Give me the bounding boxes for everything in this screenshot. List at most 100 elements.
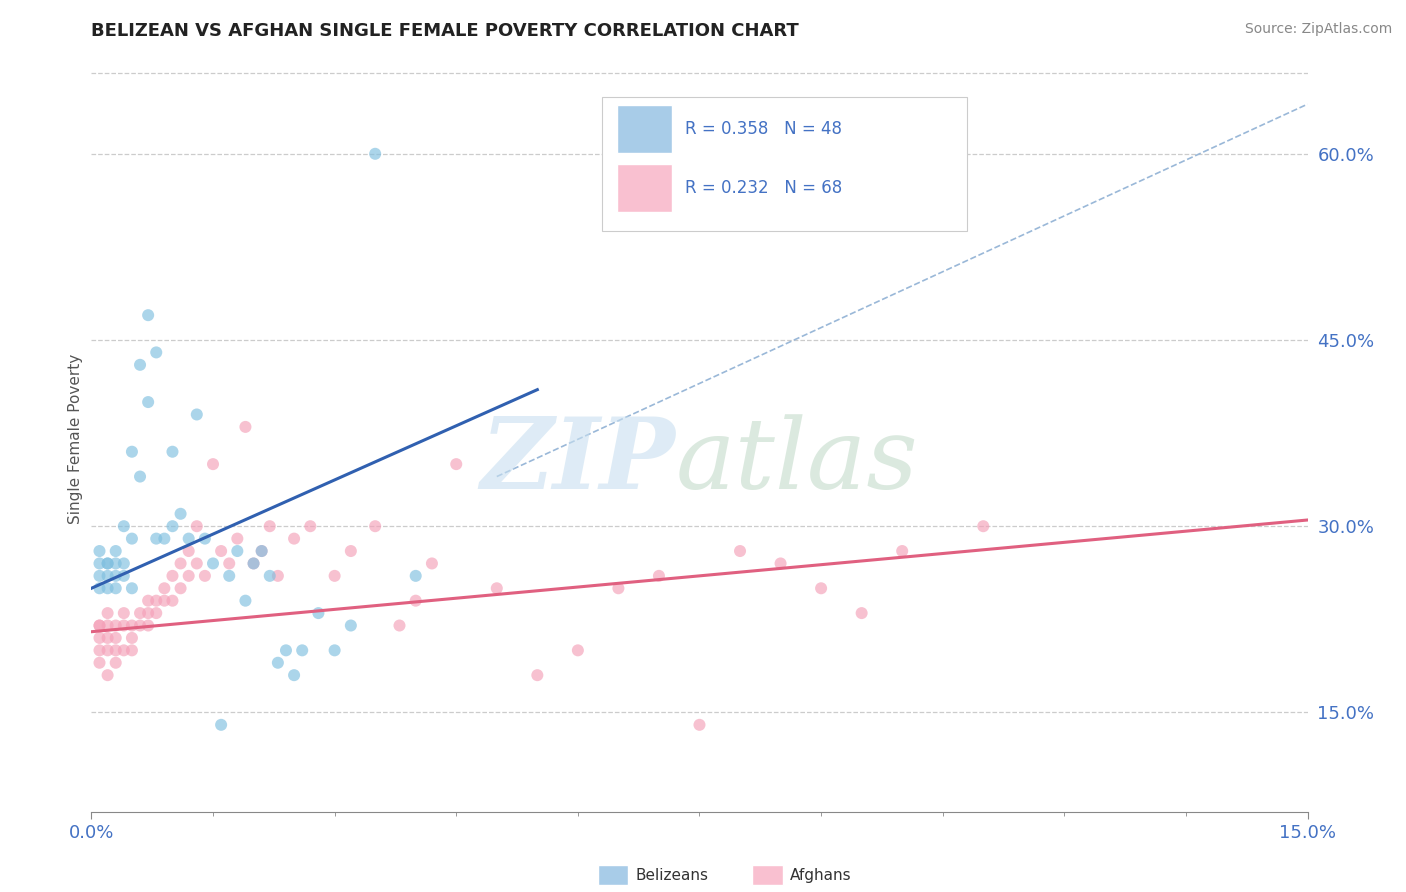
- Point: [851, 606, 873, 620]
- Point: [526, 668, 548, 682]
- Point: [97, 582, 120, 596]
- Point: [259, 519, 281, 533]
- Point: [388, 618, 411, 632]
- Point: [104, 656, 127, 670]
- Point: [274, 643, 297, 657]
- Point: [405, 593, 427, 607]
- Point: [121, 532, 143, 546]
- Point: [162, 444, 184, 458]
- Point: [129, 618, 152, 632]
- Point: [242, 557, 264, 571]
- Point: [186, 519, 208, 533]
- Point: [162, 593, 184, 607]
- Text: ZIP: ZIP: [481, 413, 675, 510]
- Point: [136, 308, 159, 322]
- Point: [420, 557, 443, 571]
- Point: [112, 557, 135, 571]
- Text: Belizeans: Belizeans: [636, 868, 709, 882]
- Point: [226, 544, 249, 558]
- Point: [153, 532, 176, 546]
- Point: [136, 593, 159, 607]
- Text: Afghans: Afghans: [790, 868, 852, 882]
- Point: [242, 557, 264, 571]
- FancyBboxPatch shape: [617, 104, 672, 153]
- Point: [129, 606, 152, 620]
- Point: [121, 444, 143, 458]
- Point: [194, 532, 217, 546]
- Point: [89, 643, 111, 657]
- Point: [104, 569, 127, 583]
- Point: [688, 718, 710, 732]
- Point: [104, 618, 127, 632]
- Point: [972, 519, 994, 533]
- FancyBboxPatch shape: [617, 163, 672, 212]
- Point: [153, 582, 176, 596]
- Point: [177, 544, 200, 558]
- Point: [136, 395, 159, 409]
- Point: [444, 457, 467, 471]
- Point: [112, 643, 135, 657]
- Y-axis label: Single Female Poverty: Single Female Poverty: [67, 354, 83, 524]
- Point: [218, 557, 240, 571]
- Point: [194, 569, 217, 583]
- Point: [169, 507, 191, 521]
- Point: [307, 606, 329, 620]
- Point: [226, 532, 249, 546]
- Point: [267, 656, 290, 670]
- Point: [810, 582, 832, 596]
- Point: [299, 519, 322, 533]
- Point: [177, 532, 200, 546]
- Point: [97, 643, 120, 657]
- Point: [145, 345, 167, 359]
- Point: [97, 668, 120, 682]
- Point: [89, 656, 111, 670]
- Point: [121, 643, 143, 657]
- Point: [89, 582, 111, 596]
- Point: [89, 631, 111, 645]
- Point: [259, 569, 281, 583]
- Point: [648, 569, 671, 583]
- Point: [104, 582, 127, 596]
- Point: [728, 544, 751, 558]
- Point: [169, 557, 191, 571]
- Point: [104, 544, 127, 558]
- Text: atlas: atlas: [675, 414, 918, 509]
- Point: [202, 457, 225, 471]
- Point: [112, 519, 135, 533]
- Point: [112, 606, 135, 620]
- Point: [340, 544, 363, 558]
- Point: [153, 593, 176, 607]
- Point: [235, 593, 257, 607]
- Point: [97, 631, 120, 645]
- Point: [323, 643, 346, 657]
- Point: [891, 544, 914, 558]
- Point: [405, 569, 427, 583]
- Point: [104, 643, 127, 657]
- Point: [121, 582, 143, 596]
- Point: [89, 618, 111, 632]
- Point: [607, 582, 630, 596]
- Point: [136, 618, 159, 632]
- Point: [121, 631, 143, 645]
- Point: [250, 544, 273, 558]
- Point: [97, 618, 120, 632]
- Point: [209, 718, 232, 732]
- FancyBboxPatch shape: [602, 96, 967, 231]
- Text: R = 0.358   N = 48: R = 0.358 N = 48: [685, 120, 842, 137]
- Point: [169, 582, 191, 596]
- Point: [567, 643, 589, 657]
- Point: [485, 582, 508, 596]
- Point: [89, 557, 111, 571]
- Point: [145, 532, 167, 546]
- Point: [202, 557, 225, 571]
- Point: [250, 544, 273, 558]
- Point: [89, 544, 111, 558]
- Point: [129, 469, 152, 483]
- Point: [283, 668, 305, 682]
- Text: R = 0.232   N = 68: R = 0.232 N = 68: [685, 178, 842, 197]
- Point: [121, 618, 143, 632]
- Point: [235, 420, 257, 434]
- Point: [97, 569, 120, 583]
- Point: [129, 358, 152, 372]
- Point: [364, 519, 387, 533]
